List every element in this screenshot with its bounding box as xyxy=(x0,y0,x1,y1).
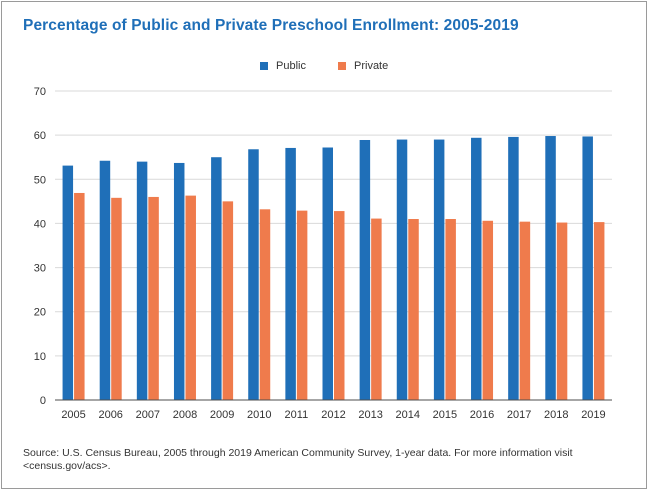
bar-private-2005 xyxy=(74,192,85,400)
bar-public-2012 xyxy=(322,147,333,400)
x-tick-label: 2019 xyxy=(581,409,605,421)
bar-private-2008 xyxy=(185,195,196,400)
bar-public-2019 xyxy=(582,136,593,400)
legend-swatch-private xyxy=(338,62,346,70)
bar-public-2009 xyxy=(211,157,222,400)
y-tick-label: 10 xyxy=(34,351,46,363)
y-tick-label: 70 xyxy=(34,86,46,98)
x-tick-label: 2009 xyxy=(210,409,234,421)
bar-private-2016 xyxy=(482,220,494,400)
legend: Public Private xyxy=(0,58,650,74)
bar-public-2013 xyxy=(359,139,371,400)
x-tick-label: 2015 xyxy=(433,409,457,421)
legend-item-private: Private xyxy=(338,58,388,74)
y-tick-label: 20 xyxy=(34,307,46,319)
y-tick-label: 60 xyxy=(34,130,46,142)
x-tick-label: 2010 xyxy=(247,409,271,421)
bar-private-2007 xyxy=(148,196,159,400)
bar-public-2010 xyxy=(248,149,259,400)
bar-public-2017 xyxy=(508,136,519,400)
bar-public-2015 xyxy=(433,139,445,401)
legend-swatch-public xyxy=(260,62,268,70)
x-tick-label: 2011 xyxy=(285,409,309,421)
x-tick-label: 2016 xyxy=(470,409,494,421)
bar-private-2015 xyxy=(445,219,456,400)
bar-public-2007 xyxy=(136,161,148,400)
y-tick-label: 40 xyxy=(34,218,46,230)
legend-label-public: Public xyxy=(276,60,306,72)
x-tick-label: 2007 xyxy=(136,409,160,421)
x-tick-label: 2014 xyxy=(396,409,420,421)
legend-label-private: Private xyxy=(354,60,389,72)
x-tick-label: 2006 xyxy=(98,409,122,421)
x-tick-label: 2008 xyxy=(173,409,197,421)
y-tick-label: 30 xyxy=(34,263,46,275)
bar-private-2006 xyxy=(111,197,122,400)
bar-public-2006 xyxy=(99,160,111,400)
source-note: Source: U.S. Census Bureau, 2005 through… xyxy=(23,447,573,472)
bar-private-2009 xyxy=(222,201,234,400)
y-tick-label: 0 xyxy=(40,395,46,407)
x-tick-label: 2012 xyxy=(321,409,345,421)
bar-private-2013 xyxy=(371,218,382,400)
x-tick-label: 2018 xyxy=(544,409,568,421)
x-tick-label: 2017 xyxy=(507,409,531,421)
bar-private-2018 xyxy=(556,222,568,400)
x-tick-label: 2013 xyxy=(358,409,382,421)
y-tick-label: 50 xyxy=(34,174,46,186)
bar-private-2014 xyxy=(408,219,419,400)
bar-private-2011 xyxy=(296,210,308,400)
bar-private-2017 xyxy=(519,221,531,400)
bar-private-2010 xyxy=(259,209,271,400)
legend-item-public: Public xyxy=(260,58,306,74)
bar-public-2011 xyxy=(285,147,296,400)
bar-private-2019 xyxy=(593,222,605,400)
bar-public-2016 xyxy=(471,137,482,400)
x-tick-label: 2005 xyxy=(61,409,85,421)
chart-title: Percentage of Public and Private Prescho… xyxy=(23,17,519,34)
bar-public-2005 xyxy=(62,165,74,400)
bar-public-2008 xyxy=(173,162,185,400)
bar-public-2018 xyxy=(545,136,556,401)
bar-public-2014 xyxy=(396,139,408,401)
bar-private-2012 xyxy=(334,211,345,400)
